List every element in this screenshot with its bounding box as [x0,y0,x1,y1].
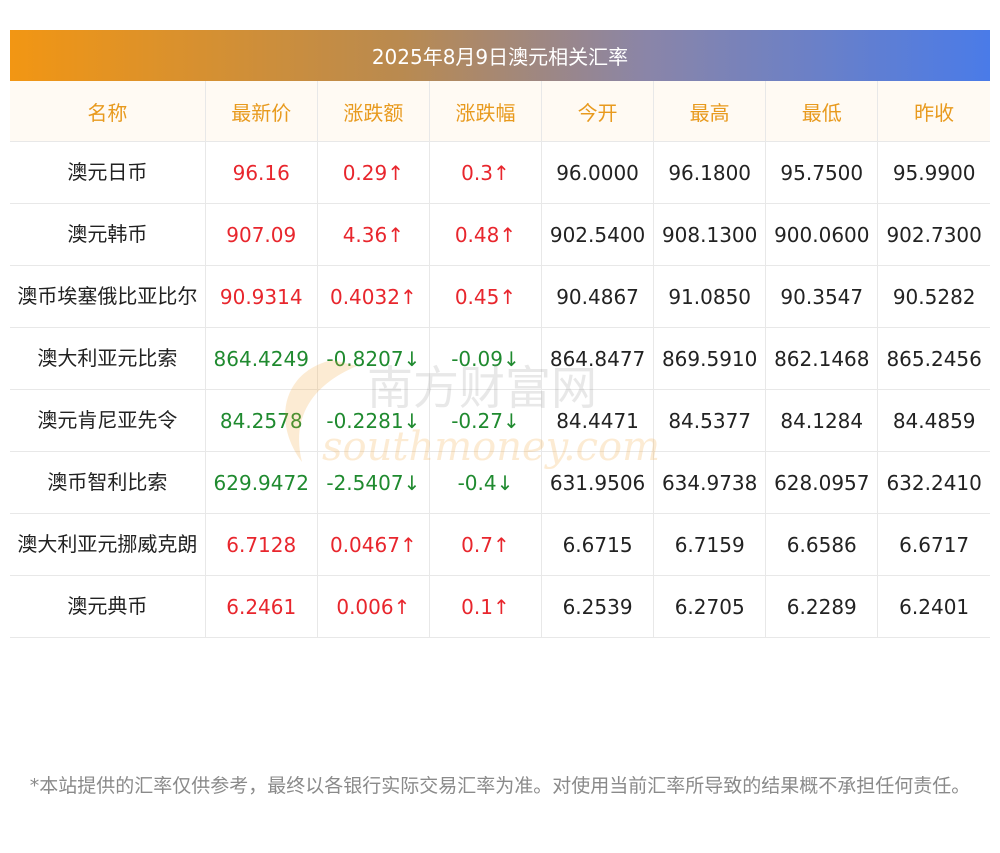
low-price-cell: 90.3547 [765,265,878,328]
table-row: 澳币埃塞俄比亚比尔 90.9314 0.4032↑ 0.45↑ 90.4867 91.08… [10,265,990,328]
high-price-cell: 869.5910 [653,327,766,390]
prev-close-cell: 632.2410 [877,451,990,514]
change-amount-cell: 0.4032↑ [316,265,430,328]
currency-pair-name: 澳元典币 [10,575,206,638]
prev-close-cell: 902.7300 [877,203,990,266]
change-amount-cell: -2.5407↓ [316,451,430,514]
table-row: 澳元韩币 907.09 4.36↑ 0.48↑ 902.5400 908.1300 900.… [10,203,990,266]
table-title: 2025年8月9日澳元相关汇率 [10,30,990,81]
prev-close-cell: 95.9900 [877,141,990,204]
currency-pair-name: 澳大利亚元挪威克朗 [10,513,206,576]
change-percent-cell: -0.09↓ [428,327,542,390]
low-price-cell: 900.0600 [765,203,878,266]
open-price-cell: 6.2539 [541,575,654,638]
change-amount-cell: 4.36↑ [316,203,430,266]
header-latest-price: 最新价 [204,81,318,142]
prev-close-cell: 90.5282 [877,265,990,328]
change-amount-cell: -0.8207↓ [316,327,430,390]
change-amount-cell: 0.29↑ [316,141,430,204]
latest-price-cell: 90.9314 [204,265,318,328]
latest-price-cell: 6.7128 [204,513,318,576]
high-price-cell: 84.5377 [653,389,766,452]
table-row: 澳大利亚元比索 864.4249 -0.8207↓ -0.09↓ 864.8477 869… [10,327,990,390]
latest-price-cell: 629.9472 [204,451,318,514]
table-row: 澳元肯尼亚先令 84.2578 -0.2281↓ -0.27↓ 84.4471 84.53… [10,389,990,452]
currency-pair-name: 澳币埃塞俄比亚比尔 [10,265,206,328]
open-price-cell: 84.4471 [541,389,654,452]
prev-close-cell: 6.2401 [877,575,990,638]
change-amount-cell: 0.0467↑ [316,513,430,576]
disclaimer-footer: *本站提供的汇率仅供参考，最终以各银行实际交易汇率为准。对使用当前汇率所导致的结… [29,775,971,797]
change-percent-cell: -0.27↓ [428,389,542,452]
header-name: 名称 [10,81,206,142]
low-price-cell: 6.6586 [765,513,878,576]
high-price-cell: 6.7159 [653,513,766,576]
low-price-cell: 6.2289 [765,575,878,638]
currency-pair-name: 澳币智利比索 [10,451,206,514]
high-price-cell: 91.0850 [653,265,766,328]
latest-price-cell: 864.4249 [204,327,318,390]
latest-price-cell: 96.16 [204,141,318,204]
high-price-cell: 96.1800 [653,141,766,204]
low-price-cell: 628.0957 [765,451,878,514]
table-body: 澳元日币 96.16 0.29↑ 0.3↑ 96.0000 96.1800 95.7500 9… [10,141,990,638]
latest-price-cell: 6.2461 [204,575,318,638]
change-percent-cell: 0.1↑ [428,575,542,638]
open-price-cell: 631.9506 [541,451,654,514]
header-low: 最低 [765,81,878,142]
currency-pair-name: 澳元日币 [10,141,206,204]
currency-pair-name: 澳元肯尼亚先令 [10,389,206,452]
low-price-cell: 84.1284 [765,389,878,452]
table-row: 澳元典币 6.2461 0.006↑ 0.1↑ 6.2539 6.2705 6.2289 6.… [10,575,990,638]
high-price-cell: 6.2705 [653,575,766,638]
header-high: 最高 [653,81,766,142]
open-price-cell: 902.5400 [541,203,654,266]
low-price-cell: 862.1468 [765,327,878,390]
change-amount-cell: 0.006↑ [316,575,430,638]
header-change-amount: 涨跌额 [316,81,430,142]
high-price-cell: 908.1300 [653,203,766,266]
change-amount-cell: -0.2281↓ [316,389,430,452]
change-percent-cell: 0.3↑ [428,141,542,204]
open-price-cell: 90.4867 [541,265,654,328]
exchange-rate-table: 名称 最新价 涨跌额 涨跌幅 今开 最高 最低 昨收 澳元日币 96.16 0.29… [10,81,990,638]
change-percent-cell: 0.45↑ [428,265,542,328]
currency-pair-name: 澳大利亚元比索 [10,327,206,390]
header-prev-close: 昨收 [877,81,990,142]
table-row: 澳币智利比索 629.9472 -2.5407↓ -0.4↓ 631.9506 634.9… [10,451,990,514]
low-price-cell: 95.7500 [765,141,878,204]
open-price-cell: 864.8477 [541,327,654,390]
prev-close-cell: 84.4859 [877,389,990,452]
header-change-percent: 涨跌幅 [428,81,542,142]
table-header-row: 名称 最新价 涨跌额 涨跌幅 今开 最高 最低 昨收 [10,81,990,142]
change-percent-cell: 0.48↑ [428,203,542,266]
prev-close-cell: 6.6717 [877,513,990,576]
latest-price-cell: 84.2578 [204,389,318,452]
prev-close-cell: 865.2456 [877,327,990,390]
latest-price-cell: 907.09 [204,203,318,266]
header-open: 今开 [541,81,654,142]
open-price-cell: 96.0000 [541,141,654,204]
table-row: 澳大利亚元挪威克朗 6.7128 0.0467↑ 0.7↑ 6.6715 6.7159 6.… [10,513,990,576]
currency-pair-name: 澳元韩币 [10,203,206,266]
change-percent-cell: -0.4↓ [428,451,542,514]
high-price-cell: 634.9738 [653,451,766,514]
change-percent-cell: 0.7↑ [428,513,542,576]
table-row: 澳元日币 96.16 0.29↑ 0.3↑ 96.0000 96.1800 95.7500 9… [10,141,990,204]
open-price-cell: 6.6715 [541,513,654,576]
